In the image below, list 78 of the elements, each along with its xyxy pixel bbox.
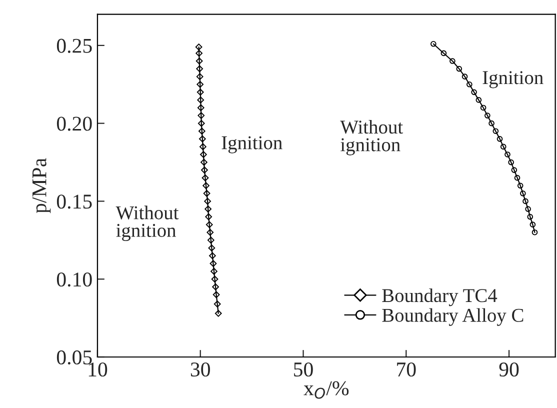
point	[196, 73, 204, 80]
point	[200, 151, 207, 158]
point	[196, 50, 203, 57]
point	[200, 158, 208, 166]
point	[440, 50, 447, 56]
x-axis-title: x$_{O}$/%	[304, 381, 349, 399]
point	[200, 143, 206, 150]
point	[198, 112, 205, 119]
point	[204, 206, 212, 212]
y-tick-label: 0.15	[56, 194, 92, 209]
y-tick-label: 0.10	[56, 272, 92, 287]
point	[198, 135, 206, 142]
y-tick-label: 0.25	[56, 38, 92, 53]
y-axis-title: p/MPa	[32, 158, 51, 214]
point	[525, 206, 531, 212]
point	[206, 221, 213, 228]
point	[197, 104, 204, 112]
point	[214, 300, 221, 308]
x-tick-label: 30	[190, 362, 210, 377]
point	[496, 136, 503, 142]
annotation: Without ignition	[116, 206, 179, 241]
point	[204, 198, 211, 205]
point	[527, 214, 534, 220]
point	[522, 198, 528, 204]
point	[210, 260, 217, 267]
point	[476, 97, 482, 103]
point	[462, 74, 468, 80]
point	[196, 88, 204, 96]
point	[500, 144, 506, 150]
point	[202, 174, 209, 182]
annotation: Ignition	[482, 71, 544, 88]
point	[214, 310, 222, 317]
point	[201, 166, 208, 174]
point	[205, 213, 212, 220]
point	[508, 159, 514, 166]
point	[504, 152, 510, 158]
point	[488, 120, 494, 126]
point	[208, 244, 216, 252]
point	[197, 96, 204, 104]
point	[196, 65, 204, 72]
point	[530, 222, 536, 228]
y-tick-label: 0.05	[56, 350, 92, 365]
x-tick-label: 50	[294, 362, 313, 377]
point	[532, 229, 538, 236]
point	[203, 190, 210, 197]
point	[209, 252, 216, 260]
point	[456, 66, 462, 72]
point	[520, 190, 526, 196]
point	[207, 236, 214, 244]
point	[196, 80, 204, 88]
legend-label: Boundary Alloy C	[382, 308, 524, 326]
y-tick-label: 0.20	[56, 116, 92, 131]
point	[517, 182, 524, 189]
legend-label: Boundary TC4	[382, 288, 498, 306]
point	[198, 128, 206, 135]
point	[212, 283, 219, 290]
point	[206, 228, 214, 236]
point	[511, 167, 518, 173]
point	[198, 120, 205, 127]
point	[212, 291, 220, 298]
point	[210, 268, 218, 275]
point	[480, 104, 486, 111]
point	[202, 182, 210, 190]
point	[471, 89, 477, 96]
annotation: Ignition	[222, 136, 282, 154]
point	[466, 81, 472, 88]
point	[514, 174, 520, 181]
point	[196, 58, 203, 64]
x-tick-label: 90	[499, 362, 519, 377]
x-tick-label: 70	[397, 362, 416, 377]
point	[450, 58, 456, 64]
point	[492, 128, 499, 134]
x-tick-label: 10	[88, 362, 108, 377]
point	[430, 40, 436, 47]
annotation: Without ignition	[340, 120, 403, 156]
point	[211, 276, 218, 283]
point	[484, 112, 490, 118]
point	[195, 44, 202, 50]
